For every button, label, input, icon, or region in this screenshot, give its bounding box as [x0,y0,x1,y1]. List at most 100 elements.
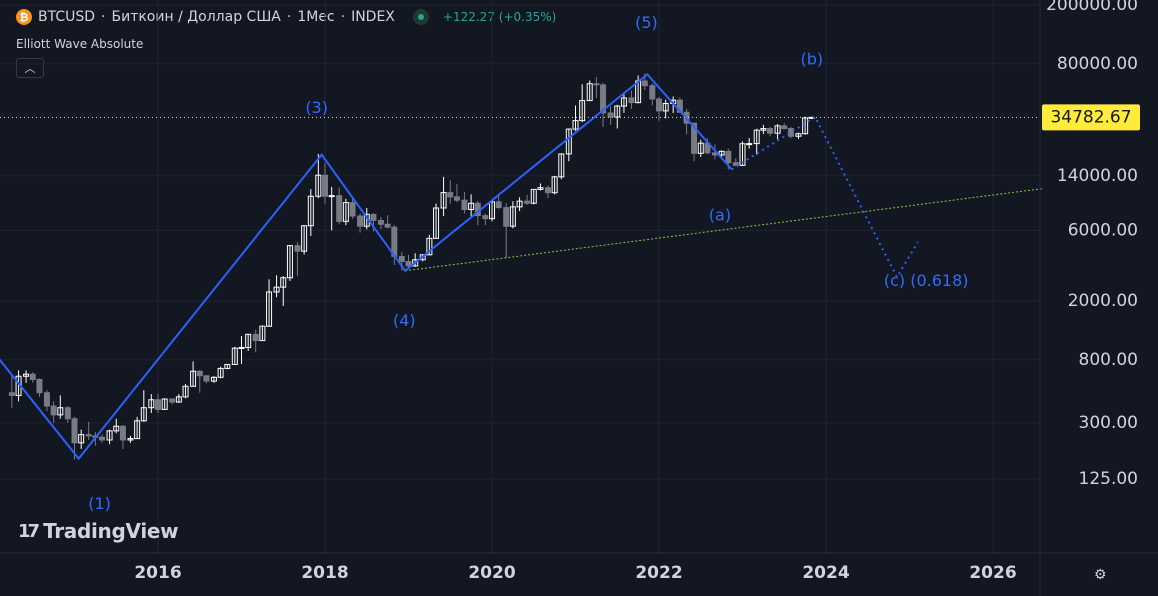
y-tick-label: 2000.00 [1068,291,1138,311]
candle-body [231,347,238,365]
candle-body [495,201,502,209]
candle-body [315,174,322,197]
elliott-wave-projection [731,115,919,280]
exchange-label: INDEX [351,9,395,25]
chart-header[interactable]: ₿ BTCUSD · Биткоин / Доллар США · 1Мес ·… [16,9,556,25]
candle-body [148,399,155,409]
candle-body [572,120,579,130]
candle-body [280,277,287,288]
separator: · [340,9,346,25]
market-open-dot-icon [412,9,429,25]
separator: · [101,9,106,25]
tradingview-logo[interactable]: 17 TradingView [18,519,179,543]
candle-body [537,187,544,190]
candle-body [266,291,273,327]
candle-body [23,373,30,377]
wave-label: (1) [88,494,111,513]
candle-body [259,325,266,342]
candle-body [370,213,377,221]
elliott-wave-overlay: (1) (3) (4) (5) (a) (b) (c) (0.618) [0,13,1044,513]
y-tick-label: 80000.00 [1057,54,1138,74]
candle-body [307,195,314,227]
candle-body [607,112,614,118]
candle-body [398,255,405,262]
candle-body [155,399,161,410]
candle-body [767,128,774,134]
candle-body [286,245,293,279]
candle-body [440,192,447,209]
chevron-up-icon: ︿ [24,63,36,75]
candle-body [64,407,71,420]
candle-body [175,396,182,403]
candle-body [774,125,781,134]
indicator-legend[interactable]: Elliott Wave Absolute [16,37,144,51]
candle-body [78,434,85,444]
y-tick-label: 125.00 [1079,469,1138,489]
y-tick-label: 200000.00 [1046,0,1138,15]
candle-body [620,97,627,107]
candle-body [426,237,433,256]
candle-body [746,143,753,146]
candle-body [662,102,669,112]
candle-body [433,207,440,239]
candle-body [405,260,412,267]
candle-body [196,370,203,377]
candle-body [217,367,224,378]
candle-body [203,375,210,382]
candle-body [579,100,586,122]
candle-body [649,85,656,100]
candle-body [134,420,141,440]
tradingview-mark-icon: 17 [18,520,40,542]
candle-body [50,405,57,416]
candle-body [739,143,746,166]
price-change: +122.27 (+0.35%) [442,10,557,24]
candle-body [127,438,134,441]
symbol-ticker[interactable]: BTCUSD [38,9,96,25]
current-price-label: 34782.67 [1050,107,1131,127]
candle-body [509,206,516,227]
wave-label: (c) (0.618) [884,271,969,290]
current-price-badge [1042,104,1140,131]
candle-body [524,200,531,204]
wave-label: (b) [800,49,823,68]
gear-icon[interactable]: ⚙ [1094,566,1107,582]
candle-body [99,436,106,441]
candle-body [600,84,607,114]
candle-body [503,207,510,227]
candle-body [787,128,794,137]
elliott-wave-line [0,72,733,461]
candle-body [182,385,189,398]
candle-body [691,122,698,154]
symbol-name: Биткоин / Доллар США [111,9,281,25]
candle-body [781,125,788,130]
candle-body [57,407,64,416]
candle-body [384,223,391,228]
candle-body [565,128,572,155]
candle-body [447,192,454,198]
candle-body [328,195,335,198]
x-tick-label: 2026 [969,563,1016,583]
x-tick-label: 2022 [635,563,682,583]
bitcoin-logo-icon: ₿ [16,9,32,25]
collapse-legend-button[interactable]: ︿ [16,58,44,78]
candle-body [544,187,551,194]
candle-body [656,98,662,112]
x-tick-label: 2020 [468,563,515,583]
candle-body [119,425,126,441]
candle-body [161,398,168,410]
candle-body [753,129,760,145]
separator: · [286,9,292,25]
candle-body [210,376,217,382]
candle-body [85,434,92,437]
wave-label: (4) [393,311,416,330]
y-tick-label: 14000.00 [1057,166,1138,186]
candle-body [461,199,468,211]
candle-body [377,219,384,225]
candle-body [593,83,600,86]
y-tick-label: 800.00 [1079,350,1138,370]
candle-body [301,225,308,252]
candle-body [322,174,328,197]
candle-body [273,286,280,293]
